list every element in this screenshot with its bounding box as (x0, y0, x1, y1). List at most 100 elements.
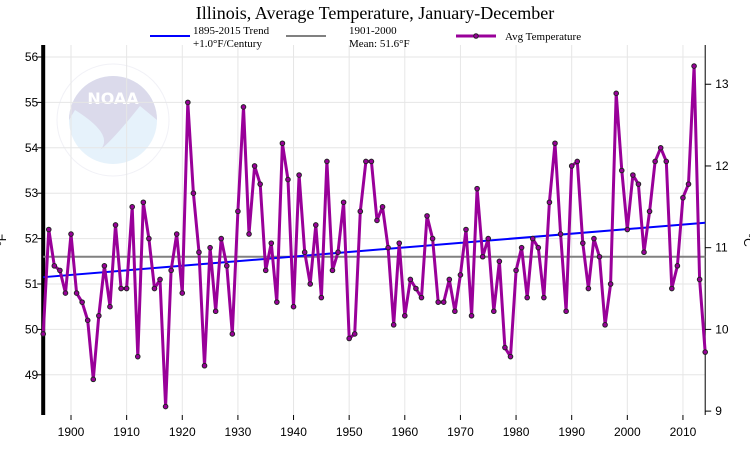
data-point (162, 403, 169, 410)
x-tick-label: 1930 (225, 425, 252, 439)
data-point (212, 308, 219, 315)
logo-text: NOAA (87, 89, 139, 108)
y-tick-label: 52 (25, 232, 39, 246)
data-point (468, 312, 475, 319)
data-point (518, 244, 525, 251)
data-point (674, 263, 681, 269)
data-point (207, 244, 213, 251)
data-point (574, 158, 581, 165)
data-point (290, 303, 297, 310)
data-point (168, 267, 174, 274)
data-point (123, 285, 130, 292)
data-point (79, 299, 85, 305)
y2-axis-label: °C (741, 233, 750, 247)
data-point (57, 267, 63, 274)
data-point (429, 235, 436, 242)
data-point (218, 235, 225, 242)
data-point (235, 208, 241, 215)
data-point (413, 285, 419, 292)
legend-label: 1901-2000 (349, 25, 397, 37)
data-point (396, 240, 403, 246)
data-point (657, 145, 664, 151)
data-point (507, 353, 514, 360)
y-tick-label: 51 (25, 277, 39, 291)
data-point (613, 90, 619, 97)
data-point (274, 299, 280, 305)
legend-sublabel: +1.0°F/Century (193, 38, 262, 50)
data-point (62, 290, 69, 296)
legend: 1895-2015 Trend+1.0°F/Century 1901-2000Me… (150, 25, 581, 50)
data-point (140, 199, 147, 206)
data-point (463, 226, 469, 233)
data-point (157, 276, 163, 283)
data-point (185, 99, 191, 106)
data-point (329, 267, 336, 274)
data-point (296, 172, 302, 178)
data-point (435, 299, 441, 305)
data-point (307, 281, 314, 287)
y2-tick-label: 12 (715, 159, 729, 173)
data-point (96, 312, 102, 319)
data-point (45, 226, 52, 233)
data-point (479, 253, 486, 260)
x-tick-label: 1900 (58, 425, 85, 439)
data-point (440, 299, 447, 305)
y2-tick-label: 9 (715, 404, 722, 418)
data-point (418, 294, 425, 301)
x-tick-label: 1970 (447, 425, 474, 439)
data-point (318, 294, 325, 301)
data-point (580, 240, 586, 246)
y2-tick-label: 11 (715, 241, 728, 255)
data-point (602, 322, 608, 328)
y2-tick-label: 13 (715, 77, 729, 91)
data-point (112, 222, 119, 228)
legend-label: Avg Temperature (505, 31, 581, 43)
data-point (696, 276, 703, 283)
data-point (363, 158, 369, 165)
data-point (669, 285, 675, 292)
x-tick-label: 1940 (280, 425, 307, 439)
data-point (624, 226, 631, 233)
data-point (646, 208, 653, 215)
data-point (485, 235, 492, 242)
data-point (357, 208, 364, 215)
data-point (513, 267, 519, 274)
data-point (424, 213, 430, 219)
data-point (179, 290, 186, 296)
data-point (390, 322, 397, 328)
data-point (457, 272, 464, 278)
axes: 49 50 51 52 53 54 55 56 9 10 11 12 13 1900 1910 1920 193… (0, 45, 750, 439)
x-tick-label: 2010 (670, 425, 697, 439)
x-tick-label: 1920 (169, 425, 196, 439)
legend-marker (473, 33, 479, 39)
data-point (40, 331, 47, 337)
legend-label: 1895-2015 Trend (193, 25, 270, 37)
data-point (196, 249, 202, 256)
data-point (385, 244, 391, 251)
data-point (563, 308, 569, 315)
data-point (335, 249, 341, 256)
data-point (262, 267, 269, 274)
data-point (346, 335, 352, 342)
data-point (240, 104, 247, 110)
data-point (151, 285, 158, 292)
data-point (301, 249, 308, 256)
data-point (312, 222, 319, 228)
y-tick-label: 50 (25, 322, 39, 336)
data-point (529, 235, 536, 242)
y2-tick-label: 10 (715, 322, 729, 336)
data-point (591, 235, 597, 242)
y-tick-label: 49 (25, 368, 39, 382)
data-point (146, 235, 152, 242)
data-point (73, 290, 80, 296)
x-tick-label: 1950 (336, 425, 363, 439)
data-point (541, 294, 547, 301)
data-point (118, 285, 124, 292)
data-point (340, 199, 347, 206)
data-point (251, 163, 258, 169)
data-point (702, 349, 709, 355)
series-line-avg-temperature (41, 64, 707, 409)
legend-sublabel: Mean: 51.6°F (349, 38, 410, 50)
data-point (285, 176, 291, 183)
